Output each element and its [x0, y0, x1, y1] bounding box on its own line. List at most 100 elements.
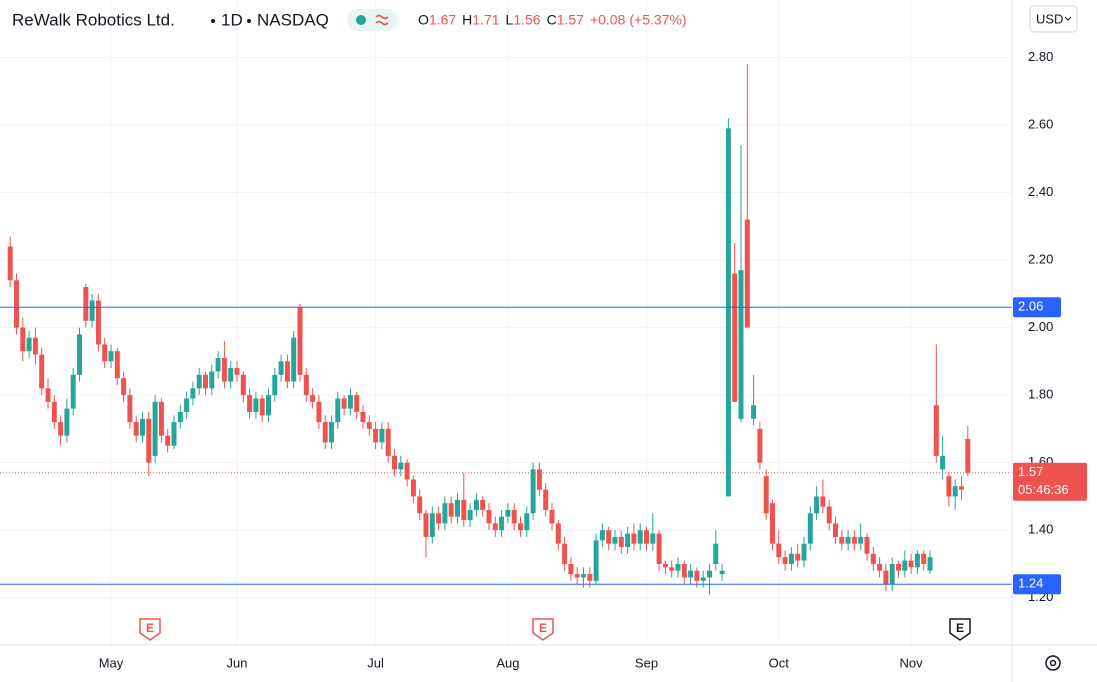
candle-body — [612, 536, 618, 544]
legend-value: 1.57 — [557, 12, 584, 28]
candle-body — [795, 553, 801, 561]
currency-button[interactable] — [1029, 5, 1078, 33]
legend-change: +0.08 — [590, 12, 626, 28]
candle-body — [574, 574, 580, 578]
candle-body — [253, 398, 259, 412]
candle-body — [366, 422, 372, 429]
candle-body — [316, 401, 322, 423]
candle-body — [826, 506, 832, 524]
candle-body — [782, 557, 788, 564]
candle-body — [272, 374, 278, 396]
candle-body — [158, 401, 164, 436]
candle-body — [127, 395, 133, 423]
last-price-label: 1.57 — [1018, 464, 1043, 479]
candle-body — [820, 496, 826, 507]
candle-body — [675, 563, 681, 571]
candle-body — [429, 513, 435, 537]
candle-body — [171, 422, 177, 446]
candle-body — [184, 398, 190, 412]
x-tick-label: Jun — [227, 655, 248, 670]
candle-body — [303, 374, 309, 396]
candle-body — [83, 287, 89, 321]
candle-body — [392, 455, 397, 470]
candle-body — [215, 357, 221, 372]
candle-body — [385, 428, 391, 456]
candle-body — [921, 553, 927, 564]
candle-body — [549, 509, 555, 524]
candle-body — [335, 398, 341, 423]
candle-body — [681, 563, 687, 578]
candle-body — [839, 536, 845, 544]
earnings-label: E — [956, 621, 964, 635]
candle-body — [952, 486, 958, 497]
earnings-label: E — [146, 621, 154, 635]
candle-body — [883, 570, 889, 585]
legend-value: 1.56 — [513, 12, 540, 28]
candle-body — [896, 563, 901, 571]
candle-body — [58, 422, 64, 436]
price-line-tag — [1013, 297, 1061, 318]
candle-body — [486, 509, 492, 524]
candle-body — [240, 374, 246, 396]
candle-body — [644, 530, 649, 544]
candle-body — [738, 270, 744, 419]
candle-body — [700, 577, 706, 581]
candle-body — [662, 563, 668, 568]
earnings-badge — [139, 618, 161, 641]
symbol: ReWalk Robotics Ltd. — [12, 10, 175, 29]
settings-button[interactable] — [1045, 655, 1061, 671]
y-tick-label: 2.40 — [1028, 184, 1053, 199]
candle-body — [379, 428, 385, 443]
separator — [211, 19, 215, 23]
x-tick-label: Nov — [900, 655, 924, 670]
legend-label: C — [547, 12, 557, 28]
legend-label: L — [506, 12, 514, 28]
x-tick-label: Sep — [635, 655, 658, 670]
legend-value: 1.67 — [429, 12, 456, 28]
candle-body — [536, 469, 542, 490]
candle-body — [146, 418, 152, 463]
candle-body — [347, 395, 353, 409]
candle-body — [228, 368, 234, 382]
candle-body — [851, 536, 857, 544]
candle-body — [209, 371, 215, 389]
candle-body — [530, 469, 536, 514]
candle-body — [140, 418, 145, 436]
candle-body — [417, 496, 423, 514]
candle-body — [776, 543, 782, 558]
candle-body — [278, 361, 284, 375]
candle-body — [461, 499, 467, 521]
y-tick-label: 2.80 — [1028, 49, 1053, 64]
candle-body — [870, 553, 876, 564]
candle-body — [14, 280, 19, 328]
candle-body — [455, 499, 460, 517]
interval: 1D — [221, 10, 243, 29]
candle-body — [499, 516, 505, 531]
candle-body — [858, 536, 864, 544]
price-line-label: 1.24 — [1018, 576, 1043, 591]
candle-body — [959, 486, 964, 490]
candle-body — [480, 499, 486, 510]
candle-body — [587, 574, 593, 581]
candle-body — [7, 246, 13, 281]
candle-body — [234, 368, 240, 375]
candle-body — [77, 334, 82, 375]
gear-hub — [1049, 659, 1057, 667]
earnings-badge — [532, 618, 554, 641]
candle-body — [20, 327, 26, 352]
separator — [247, 19, 251, 23]
candle-body — [707, 570, 712, 578]
candle-body — [940, 455, 946, 470]
exchange: NASDAQ — [257, 10, 329, 29]
candle-body — [322, 422, 328, 443]
candle-body — [404, 462, 410, 480]
status-pill[interactable] — [347, 9, 398, 31]
candle-body — [927, 557, 933, 571]
candle-body — [511, 509, 517, 524]
candle-body — [165, 435, 171, 446]
candle-body — [631, 533, 637, 544]
